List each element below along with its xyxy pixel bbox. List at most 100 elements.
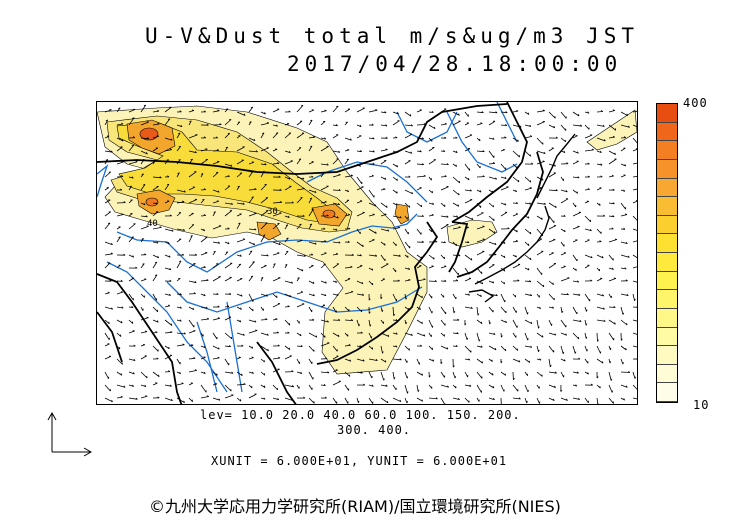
wind-arrow [464,345,472,353]
wind-arrow [596,137,606,142]
wind-arrow [128,185,132,191]
wind-arrow [392,267,397,273]
wind-arrow-head [455,136,458,139]
wind-arrow [212,172,219,178]
wind-arrow-head [431,110,434,113]
wind-arrow-head [275,132,279,134]
wind-arrow-head [504,176,507,179]
wind-arrow [608,150,616,155]
wind-arrow [368,228,377,234]
wind-arrow-head [266,254,269,257]
wind-arrow [464,134,473,139]
wind-arrow [620,267,627,270]
wind-arrow [608,293,612,299]
wind-arrow [200,318,209,321]
wind-arrow-head [407,255,409,258]
wind-arrow [188,263,196,269]
wind-arrow-head [554,385,556,388]
wind-arrow-head [447,385,450,388]
wind-arrow [416,397,423,402]
wind-arrow [452,384,457,389]
wind-arrow [344,137,352,141]
wind-arrow-head [625,347,627,351]
wind-arrow [548,358,551,367]
wind-arrow-head [575,268,577,271]
wind-arrow-head [563,265,566,267]
wind-arrow-head [435,397,438,400]
wind-arrow-head [518,397,521,400]
wind-arrow [104,150,113,153]
wind-arrow [512,264,521,269]
wind-arrow-head [168,293,171,296]
dust-peak-2 [145,197,159,207]
coastline-layer [97,102,544,404]
wind-arrow-head [396,150,399,153]
wind-arrow [608,306,616,308]
wind-arrow-head [575,384,578,387]
wind-arrow-head [541,178,544,181]
wind-arrow [224,262,233,269]
wind-arrow-head [300,291,304,293]
wind-arrow-head [338,173,341,176]
wind-arrow-head [146,121,149,123]
wind-arrow-head [457,204,460,207]
wind-arrow [224,119,232,126]
wind-arrow-head [326,163,329,166]
wind-arrow [476,280,483,285]
wind-arrow-head [531,162,534,165]
wind-arrow [560,137,566,143]
wind-arrow-head [419,150,422,153]
wind-arrow-head [553,125,556,129]
wind-arrow-head [158,374,160,377]
wind-arrow-head [491,359,493,362]
wind-arrow [164,159,170,165]
colorbar-segment [657,122,677,142]
wind-arrow [296,120,303,126]
wind-arrow-head [183,228,185,231]
wind-arrow [560,332,567,336]
wind-arrow-head [516,229,518,233]
wind-arrow-head [157,109,160,112]
wind-arrow-head [266,294,268,297]
wind-arrow [524,332,529,341]
wind-arrow [272,303,281,308]
wind-arrow-head [157,396,160,399]
wind-arrow-head [387,229,390,232]
wind-arrow-head [324,109,327,112]
wind-arrow [140,137,149,140]
wind-arrow-head [530,293,533,296]
wind-arrow-head [577,280,580,283]
wind-arrow-head [614,128,617,131]
wind-arrow-head [443,149,446,152]
wind-arrow [608,124,617,131]
wind-arrow [440,397,446,404]
wind-arrow-head [278,356,281,359]
wind-arrow-head [131,305,134,308]
wind-arrow-head [527,312,529,315]
wind-arrow-head [120,395,123,398]
wind-arrow [440,241,446,244]
wind-arrow-head [562,351,565,354]
wind-arrow [368,358,378,361]
wind-arrow-head [384,360,387,363]
wind-arrow [224,371,234,374]
wind-arrow [404,241,411,249]
wind-arrow-head [380,296,383,300]
wind-arrow [404,189,413,195]
wind-arrow [356,397,359,403]
wind-arrow-head [395,203,398,206]
wind-arrow [296,176,305,180]
wind-arrow-head [135,397,138,400]
wind-arrow [272,384,278,391]
wind-arrow [272,318,278,321]
wind-arrow [560,189,568,193]
wind-arrow-head [539,306,541,309]
wind-arrow [284,355,292,360]
wind-arrow-head [238,222,241,225]
wind-arrow [368,267,374,271]
wind-arrow-head [358,400,360,403]
wind-arrow [104,109,112,113]
wind-arrow [128,358,136,361]
wind-arrow [548,319,552,326]
wind-arrow [404,371,408,379]
